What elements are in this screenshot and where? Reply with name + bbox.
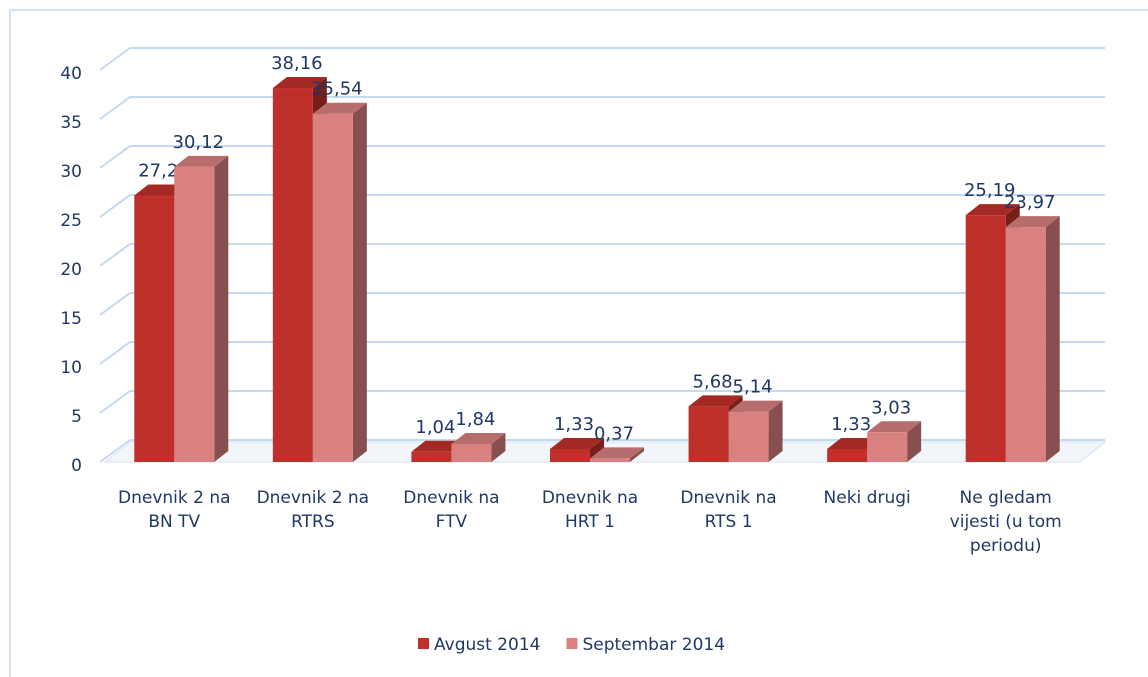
grid-line [99,194,1105,218]
data-label: 3,03 [871,397,911,418]
x-tick-label: Dnevnik na FTV [403,488,500,532]
legend-swatch [418,638,429,649]
bar-top [272,77,327,89]
bar-front [312,113,353,462]
x-tick-label: Ne gledam vijesti (u tom periodu) [949,488,1062,556]
bar [728,400,783,462]
bar-side [1045,216,1060,462]
data-label: 23,97 [1004,192,1056,213]
bar-front [411,451,452,462]
bar-side [907,421,922,462]
frame [9,9,1148,677]
y-tick-label: 0 [71,456,82,476]
grid-line [99,145,1105,169]
y-tick-label: 25 [60,211,82,231]
legend-swatch [566,638,578,649]
bar-top [312,102,367,114]
bar-front [134,195,175,462]
bar-side [214,155,229,462]
bar [590,447,644,462]
data-label: 38,16 [271,53,323,74]
y-tick-label: 20 [60,260,82,280]
bar-top [451,432,506,444]
x-tick-label: Dnevnik 2 na BN TV [118,488,231,532]
x-tick-label: Dnevnik na RTS 1 [680,488,777,532]
data-label: 1,33 [831,414,871,435]
data-label: 0,37 [594,423,634,444]
bar-front [451,443,492,462]
y-tick-label: 5 [71,407,82,427]
grid-line [99,47,1105,71]
y-tick-label: 10 [60,358,82,378]
bar-top [590,447,644,459]
bar-front [688,406,729,462]
bar-top [174,155,229,167]
grid-line [99,96,1105,120]
bar [451,432,506,462]
data-label: 5,14 [733,377,773,398]
bar-side [491,432,506,462]
bar-front [867,432,908,462]
data-label: 27,2 [138,160,178,181]
y-tick-label: 15 [60,309,82,329]
bar-top [688,395,743,407]
bar-top [1005,216,1060,228]
data-label: 1,04 [415,417,455,438]
bar-front [272,88,313,463]
data-label: 35,54 [311,79,363,100]
bar-front [827,448,868,462]
data-label: 5,68 [693,371,733,392]
y-tick-label: 30 [60,162,82,182]
grid-line [99,292,1105,316]
bar-front [965,215,1006,462]
grid-line [99,243,1105,267]
data-label: 1,33 [554,414,594,435]
x-tick-label: Dnevnik na HRT 1 [541,488,639,532]
legend-label: Avgust 2014 [434,635,540,655]
bar-top [550,437,604,449]
x-tick-label: Dnevnik 2 na RTRS [256,488,370,532]
bar-front [728,411,769,462]
bar-side [352,102,367,462]
data-label: 30,12 [173,132,225,153]
bar [312,102,367,462]
bar-top [728,400,783,412]
bar [174,155,229,462]
bar [867,421,922,462]
data-label: 1,84 [455,409,495,430]
bar-front [590,458,630,462]
bar-front [174,166,215,462]
bar-side [630,447,644,462]
bar [1005,216,1060,462]
y-tick-label: 40 [60,64,82,84]
legend-label: Septembar 2014 [582,635,725,655]
bar-top [867,421,922,433]
bar-front [1005,227,1046,462]
y-tick-label: 35 [60,113,82,133]
grid-line [99,341,1105,365]
data-label: 25,19 [964,180,1016,201]
bar-side [768,400,783,462]
bar-front [550,448,590,462]
grid-line [99,390,1105,414]
x-tick-label: Neki drugi [823,488,911,508]
bar-top [965,204,1020,216]
